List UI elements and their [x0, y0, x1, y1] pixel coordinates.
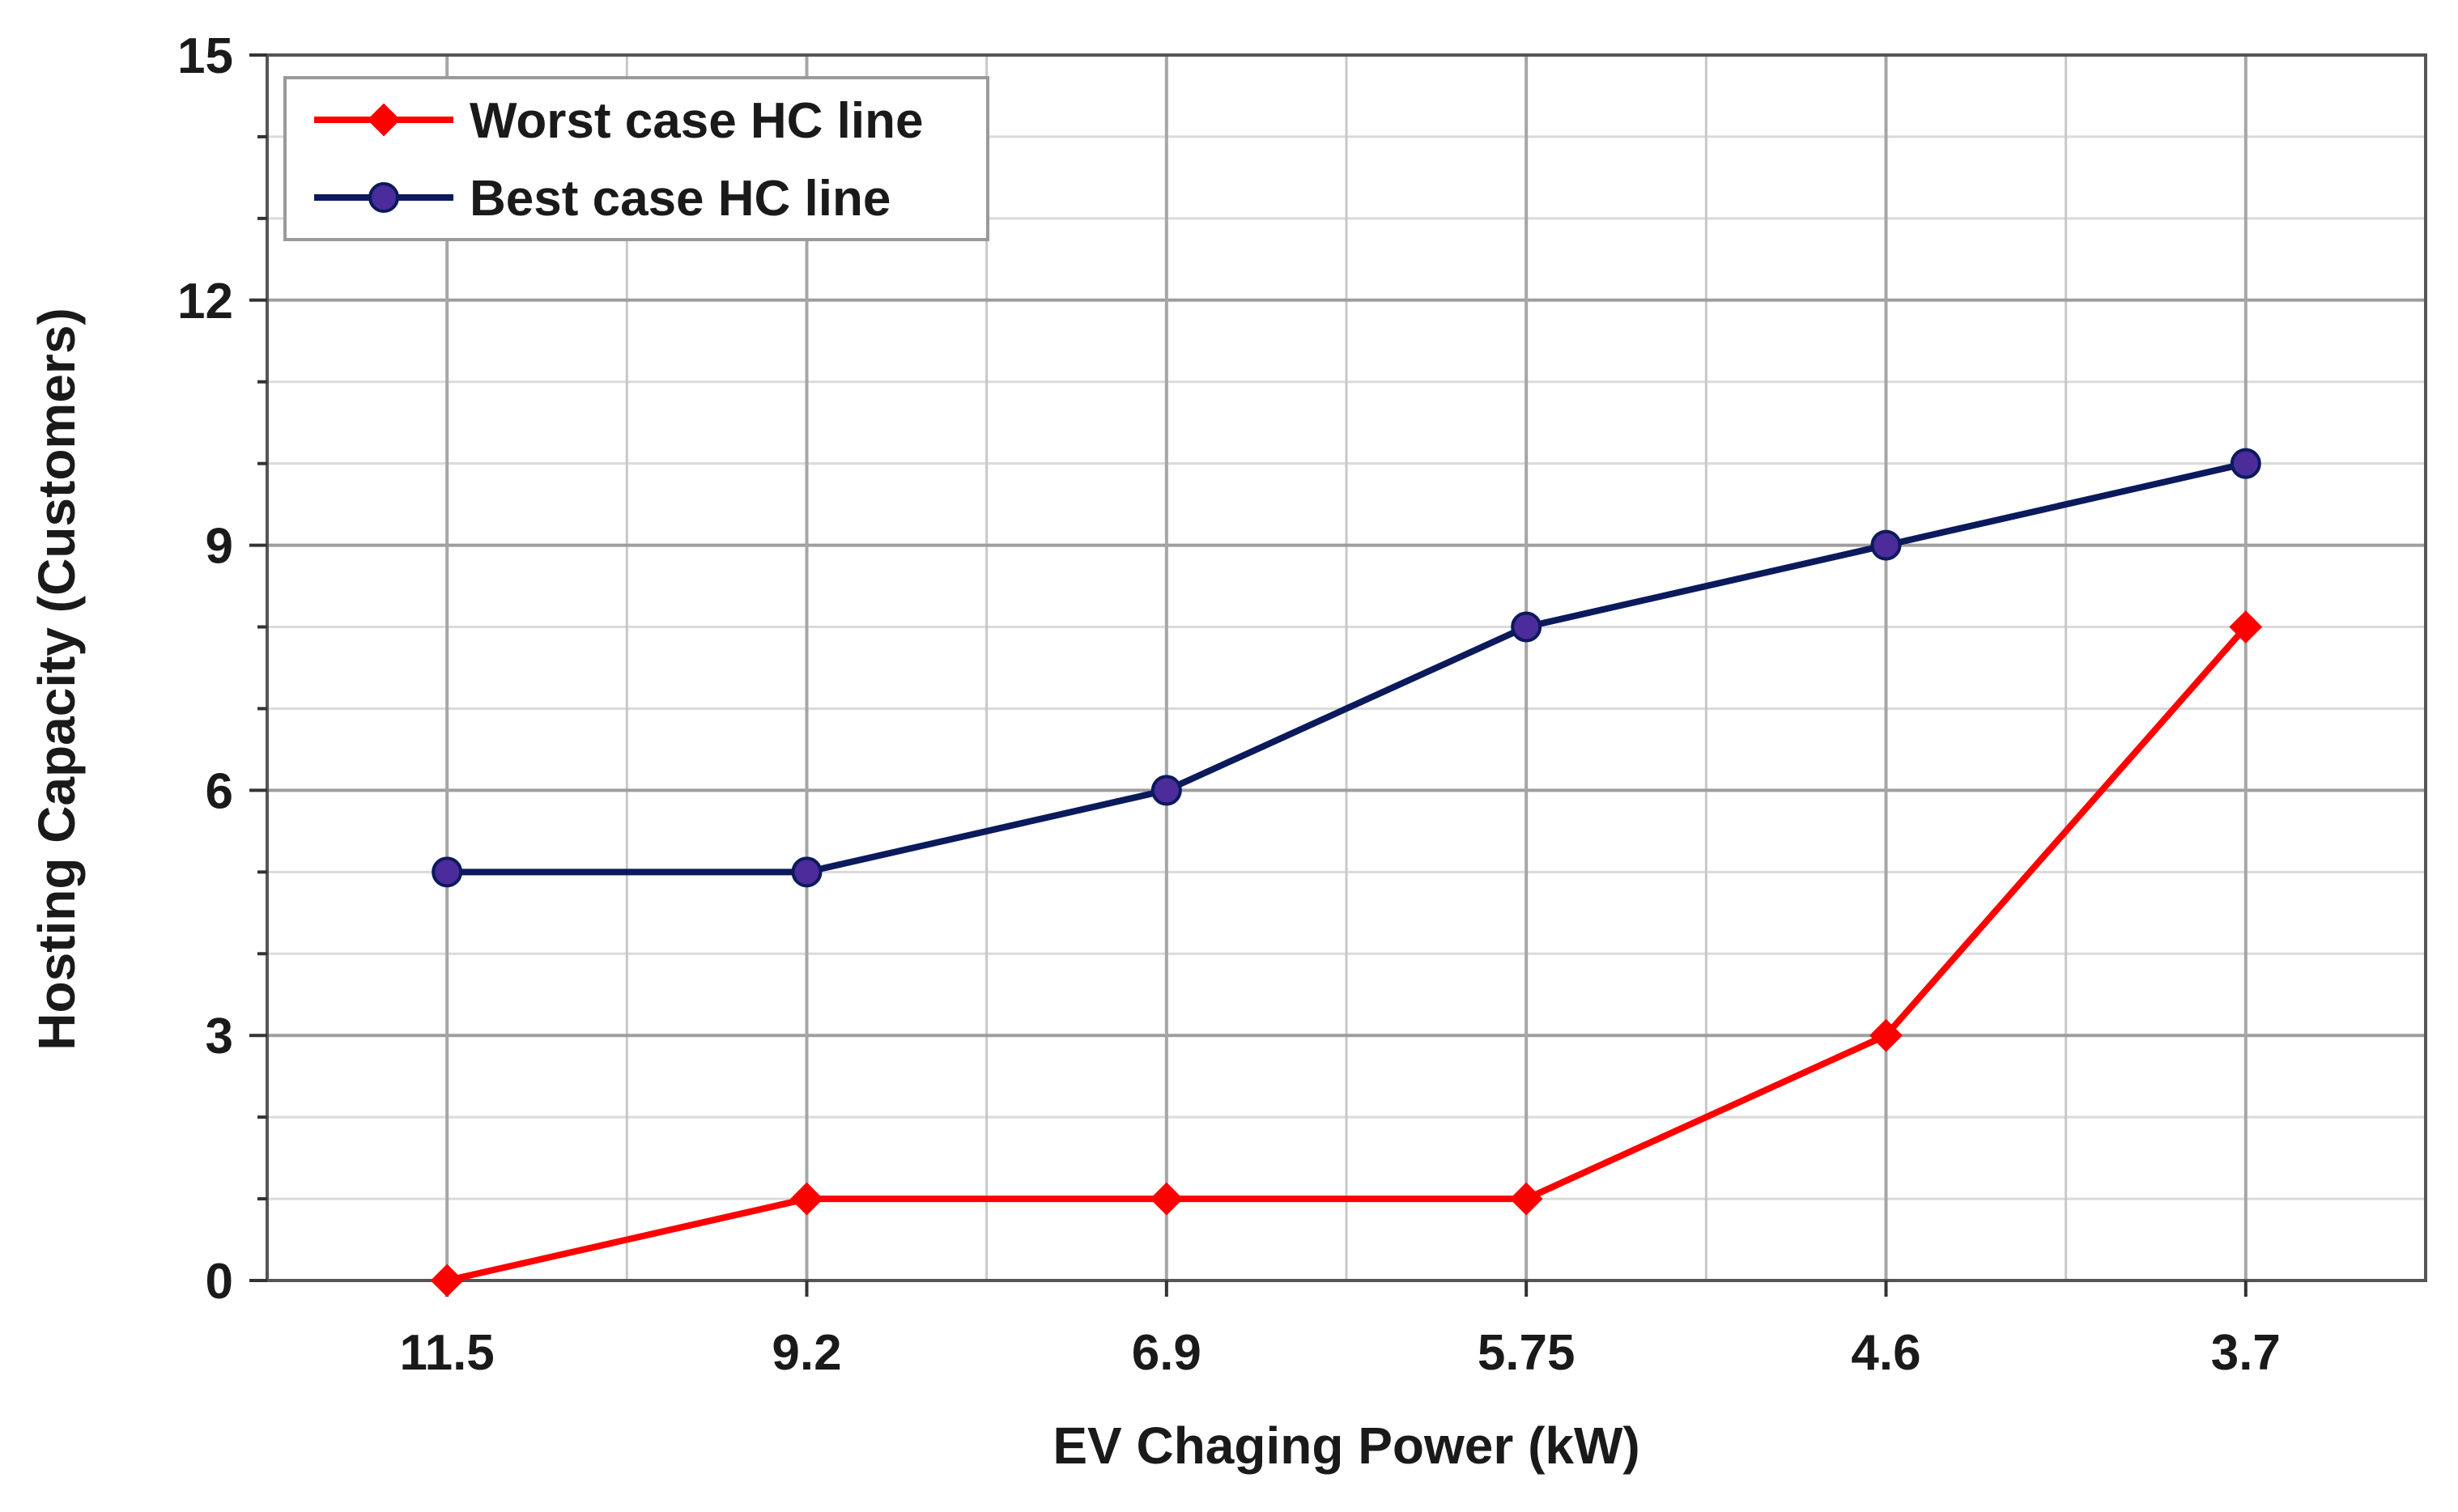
x-tick-label: 5.75	[1478, 1325, 1576, 1381]
data-point	[1511, 611, 1542, 643]
axis-ticks	[249, 53, 2247, 1297]
data-point	[2229, 610, 2263, 643]
data-point	[432, 856, 463, 888]
legend-box	[283, 76, 989, 241]
legend-entries	[314, 103, 453, 213]
series-line	[444, 623, 2249, 1284]
data-point	[790, 1182, 823, 1216]
x-axis-title: EV Chaging Power (kW)	[1053, 1416, 1639, 1475]
x-tick-label: 6.9	[1132, 1325, 1201, 1381]
x-axis-tick-labels: 11.5 9.2 6.9 5.75 4.6 3.7	[400, 1325, 2281, 1381]
data-point	[1870, 529, 1902, 561]
plot-area-frame	[266, 53, 2427, 1282]
legend: Worst case HC line Best case HC line	[283, 76, 989, 241]
y-tick-label: 6	[206, 763, 233, 819]
legend-swatch-marker	[368, 182, 399, 213]
legend-label-best-case: Best case HC line	[470, 171, 891, 227]
series-worst-case	[430, 610, 2263, 1298]
data-point	[1150, 775, 1182, 806]
y-tick-label: 3	[206, 1009, 233, 1064]
data-point	[1509, 1182, 1543, 1216]
series-best-case	[432, 448, 2261, 888]
data-point	[791, 856, 823, 888]
data-point	[1869, 1018, 1903, 1052]
y-tick-label: 0	[206, 1254, 233, 1310]
y-tick-label: 9	[206, 519, 233, 575]
x-tick-label: 4.6	[1851, 1325, 1920, 1381]
data-point	[1150, 1182, 1184, 1216]
y-tick-label: 15	[177, 28, 233, 84]
x-tick-label: 3.7	[2211, 1325, 2281, 1381]
series-layer	[430, 448, 2263, 1298]
major-gridlines	[267, 55, 2426, 1281]
data-point	[2230, 448, 2261, 479]
data-point	[430, 1264, 464, 1298]
y-tick-label: 12	[177, 274, 233, 329]
legend-label-worst-case: Worst case HC line	[470, 93, 923, 149]
legend-swatch-marker	[367, 103, 401, 137]
y-axis-title: Hosting Capacity (Customers)	[28, 308, 86, 1050]
x-tick-label: 11.5	[400, 1325, 495, 1381]
x-tick-label: 9.2	[772, 1325, 841, 1381]
series-line	[444, 460, 2249, 876]
y-axis-tick-labels: 0 3 6 9 12 15	[177, 28, 233, 1310]
